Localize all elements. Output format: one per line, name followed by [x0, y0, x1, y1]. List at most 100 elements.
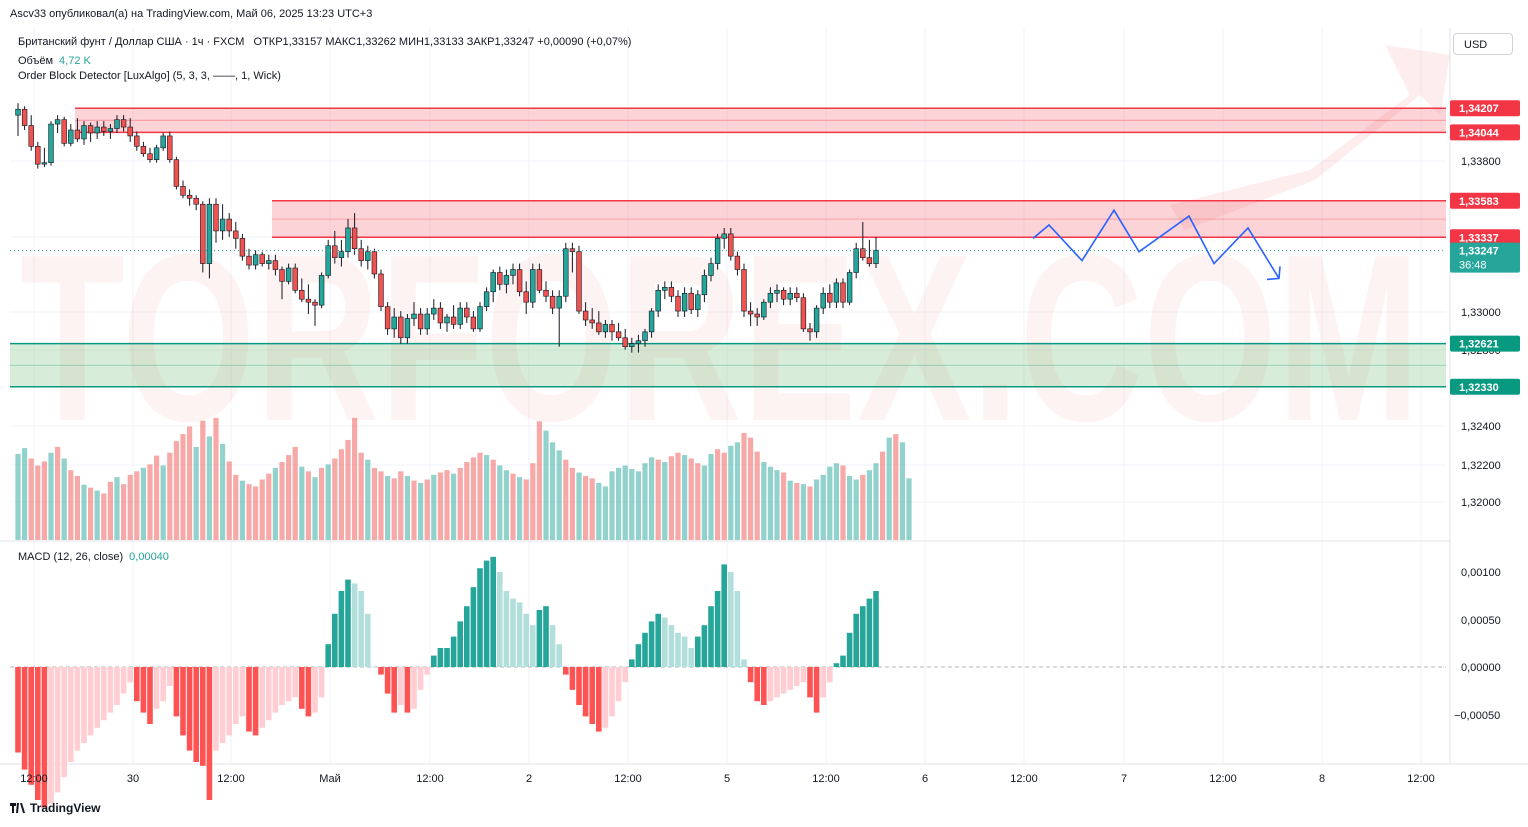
candle-body[interactable] [728, 233, 734, 257]
candle-body[interactable] [648, 310, 655, 333]
price-badge[interactable] [1450, 192, 1520, 209]
candle-body[interactable] [483, 291, 490, 307]
candle-body[interactable] [21, 108, 28, 126]
candle-body[interactable] [780, 289, 787, 300]
macd-legend[interactable]: MACD (12, 26, close) 0,00040 [18, 551, 169, 563]
candle-body[interactable] [127, 126, 133, 137]
candle-body[interactable] [54, 119, 61, 125]
candle-body[interactable] [41, 162, 48, 165]
candle-body[interactable] [701, 275, 708, 296]
candle-body[interactable] [602, 324, 609, 333]
candle-body[interactable] [206, 203, 213, 264]
candle-body[interactable] [285, 267, 292, 282]
price-axis[interactable]: 1,338001,334001,330001,328001,324001,322… [1450, 100, 1520, 509]
candle-body[interactable] [233, 230, 239, 239]
candle-body[interactable] [708, 263, 714, 276]
candle-body[interactable] [114, 119, 120, 129]
candle-body[interactable] [543, 289, 549, 297]
candle-body[interactable] [860, 248, 866, 258]
candle-body[interactable] [259, 254, 265, 264]
candle-body[interactable] [338, 251, 345, 258]
candle-body[interactable] [318, 275, 325, 306]
currency-button[interactable]: USD [1453, 33, 1513, 55]
candle-body[interactable] [384, 306, 391, 330]
price-badge[interactable] [1450, 335, 1520, 352]
volume-legend[interactable]: Объём 4,72 K [18, 55, 91, 67]
candle-body[interactable] [193, 197, 199, 205]
candle-body[interactable] [490, 272, 496, 293]
candle-body[interactable] [345, 227, 351, 253]
candle-body[interactable] [15, 108, 21, 116]
candle-body[interactable] [873, 249, 879, 264]
candle-body[interactable] [503, 275, 510, 285]
candle-body[interactable] [365, 251, 371, 261]
candle-body[interactable] [681, 292, 688, 312]
candle-body[interactable] [846, 272, 853, 303]
candle-body[interactable] [140, 146, 147, 155]
candle-body[interactable] [576, 251, 582, 312]
candle-body[interactable] [371, 251, 378, 275]
candle-body[interactable] [800, 297, 807, 330]
candle-body[interactable] [87, 125, 94, 134]
candle-body[interactable] [596, 322, 602, 333]
candle-body[interactable] [754, 313, 760, 318]
candle-body[interactable] [813, 307, 820, 333]
candle-body[interactable] [219, 218, 226, 232]
candle-body[interactable] [622, 337, 628, 347]
candle-body[interactable] [252, 254, 259, 266]
candle-body[interactable] [510, 269, 516, 276]
candle-body[interactable] [173, 159, 180, 187]
candle-body[interactable] [186, 195, 193, 199]
candle-body[interactable] [404, 318, 411, 339]
candle-body[interactable] [774, 289, 780, 294]
candle-body[interactable] [272, 260, 279, 270]
candle-body[interactable] [391, 316, 397, 330]
candle-body[interactable] [266, 260, 272, 264]
candle-body[interactable] [662, 287, 668, 291]
candle-body[interactable] [668, 287, 675, 297]
candle-body[interactable] [675, 295, 681, 312]
candle-body[interactable] [68, 129, 74, 144]
candle-body[interactable] [609, 324, 615, 333]
candle-body[interactable] [523, 291, 529, 303]
candle-body[interactable] [61, 119, 67, 144]
candle-body[interactable] [358, 248, 364, 261]
time-axis[interactable]: 12:00 30 12:00 Май 12:00 2 12:00 5 12:00 6 12:00 7 1… [20, 773, 1435, 785]
candle-body[interactable] [767, 292, 774, 303]
candle-body[interactable] [200, 203, 206, 264]
candle-body[interactable] [35, 146, 41, 165]
candle-body[interactable] [734, 255, 741, 270]
candle-body[interactable] [378, 273, 384, 307]
candle-body[interactable] [787, 292, 793, 300]
candle-body[interactable] [721, 233, 727, 239]
candle-body[interactable] [28, 125, 34, 147]
candle-body[interactable] [807, 328, 813, 333]
candle-body[interactable] [840, 282, 846, 303]
candle-body[interactable] [536, 269, 543, 291]
candle-body[interactable] [582, 310, 589, 321]
candle-body[interactable] [417, 313, 424, 330]
candle-body[interactable] [305, 298, 312, 303]
candle-body[interactable] [134, 135, 140, 147]
candle-body[interactable] [239, 238, 246, 257]
candle-body[interactable] [444, 316, 450, 324]
candle-body[interactable] [761, 301, 767, 318]
candle-body[interactable] [74, 129, 81, 140]
candle-body[interactable] [153, 147, 160, 160]
candle-body[interactable] [332, 245, 338, 258]
candle-body[interactable] [411, 313, 417, 319]
candle-body[interactable] [820, 292, 826, 309]
candle-body[interactable] [351, 227, 358, 250]
price-badge[interactable] [1450, 378, 1520, 395]
candle-body[interactable] [457, 307, 463, 325]
candlestick-series[interactable] [10, 103, 1446, 353]
candle-body[interactable] [424, 313, 430, 330]
candle-body[interactable] [167, 135, 173, 160]
candle-body[interactable] [589, 319, 595, 324]
candle-body[interactable] [107, 128, 114, 132]
candle-body[interactable] [120, 119, 127, 128]
candle-body[interactable] [833, 282, 840, 303]
candle-body[interactable] [48, 123, 54, 163]
candle-body[interactable] [615, 331, 622, 339]
